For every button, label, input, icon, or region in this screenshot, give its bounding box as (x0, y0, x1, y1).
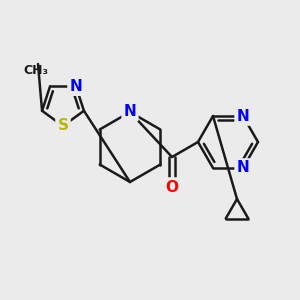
Text: N: N (237, 160, 249, 175)
Text: N: N (237, 109, 249, 124)
Text: N: N (124, 104, 136, 119)
Text: O: O (166, 179, 178, 194)
Text: CH₃: CH₃ (23, 64, 49, 76)
Text: S: S (58, 118, 68, 134)
Text: N: N (70, 79, 82, 94)
